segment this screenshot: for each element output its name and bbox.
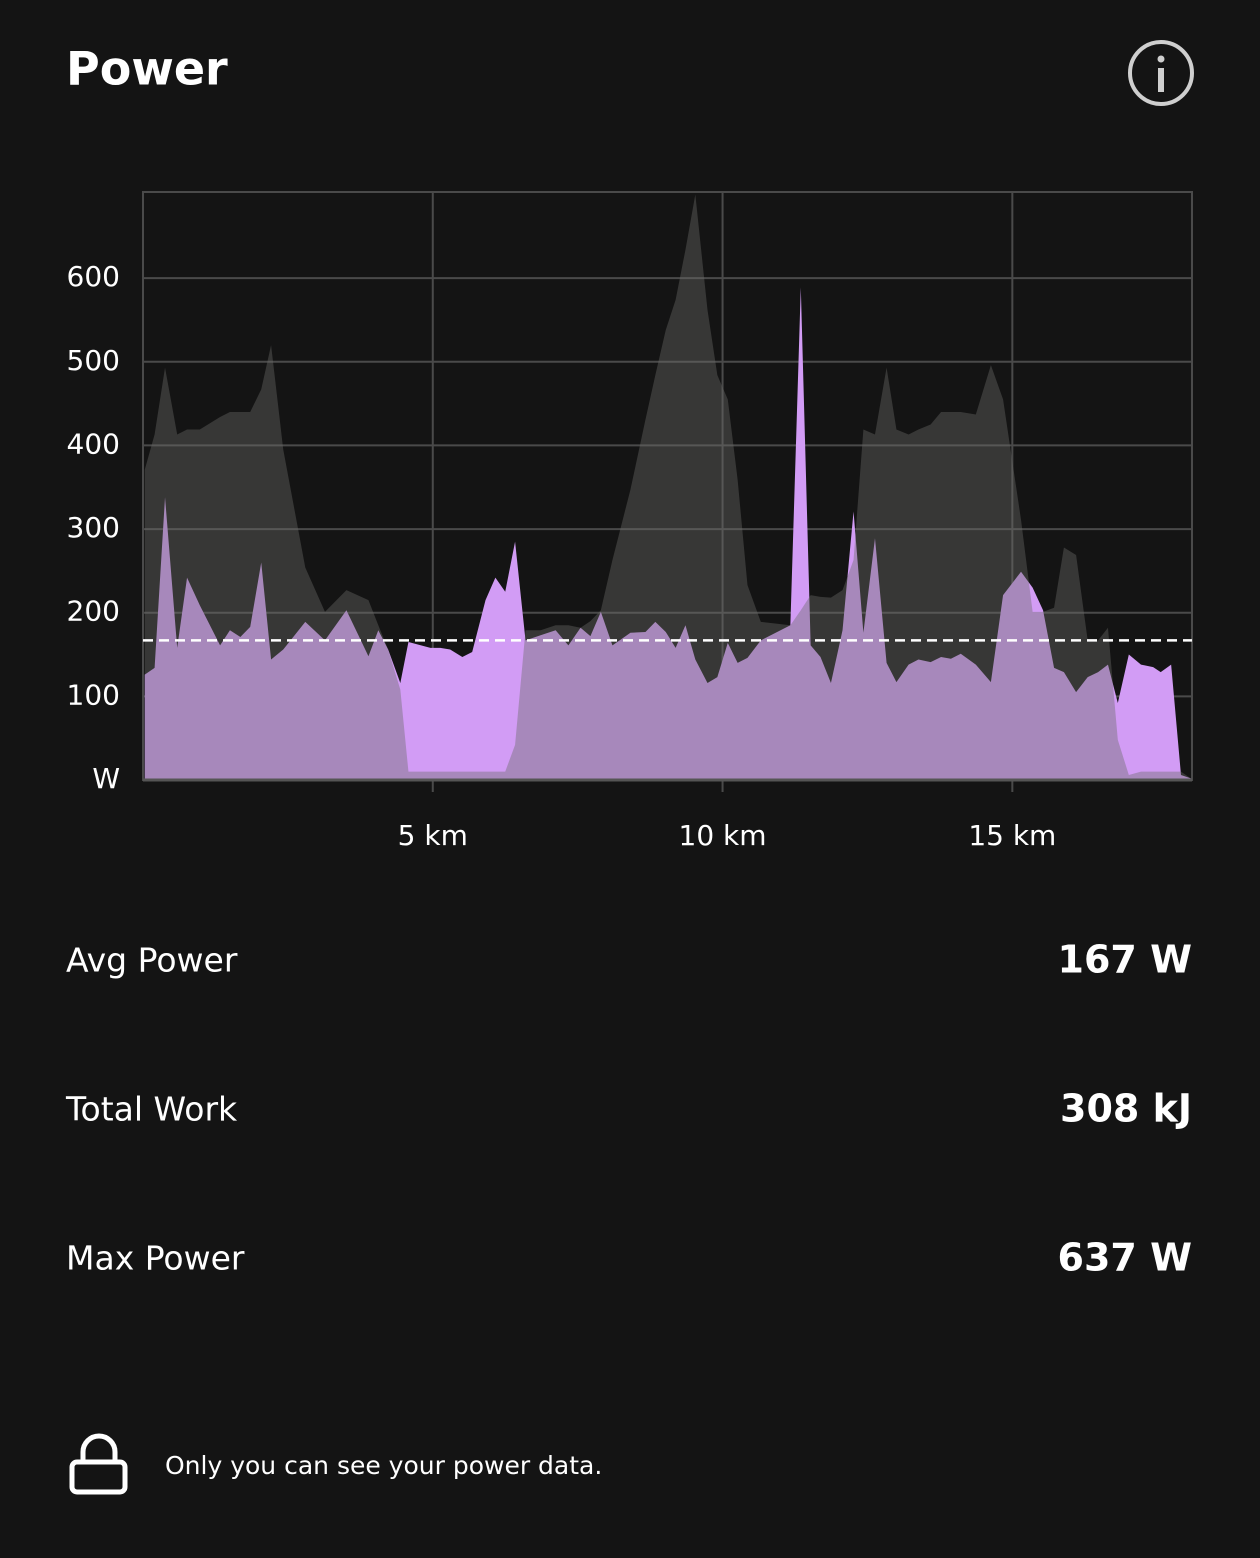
stat-label: Max Power [66, 1239, 245, 1278]
info-bar [1158, 68, 1164, 92]
lock-body [69, 1459, 128, 1495]
y-tick-label: 400 [67, 427, 120, 460]
privacy-note: Only you can see your power data. [69, 1433, 602, 1495]
x-tick-label: 10 km [679, 819, 767, 852]
stats: Avg Power 167 W Total Work 308 kJ Max Power 6… [65, 938, 1192, 1280]
y-tick-label: 100 [67, 678, 120, 711]
x-tick-label: 5 km [398, 819, 468, 852]
footer-note: Only you can see your power data. [165, 1451, 602, 1480]
y-tick-label: W [92, 762, 120, 795]
stat-value: 308 kJ [1060, 1087, 1192, 1131]
y-tick-label: 200 [67, 595, 120, 628]
chart: W 100 200 300 400 500 600 5 km 10 km 15 km [67, 191, 1193, 852]
area-series [144, 194, 1191, 780]
stat-label: Avg Power [66, 941, 238, 980]
stat-value: 167 W [1058, 938, 1192, 982]
y-tick-label: 500 [67, 344, 120, 377]
info-dot [1157, 55, 1165, 63]
x-tick-label: 15 km [968, 819, 1056, 852]
area-series [144, 287, 1191, 780]
y-tick-label: 600 [67, 260, 120, 293]
y-tick-label: 300 [67, 511, 120, 544]
info-button[interactable] [1128, 40, 1194, 106]
info-icon[interactable] [1128, 40, 1194, 106]
title: Power [66, 42, 228, 96]
stat-value: 637 W [1058, 1236, 1192, 1280]
stat-label: Total Work [65, 1090, 238, 1129]
lock-shackle [80, 1433, 118, 1462]
